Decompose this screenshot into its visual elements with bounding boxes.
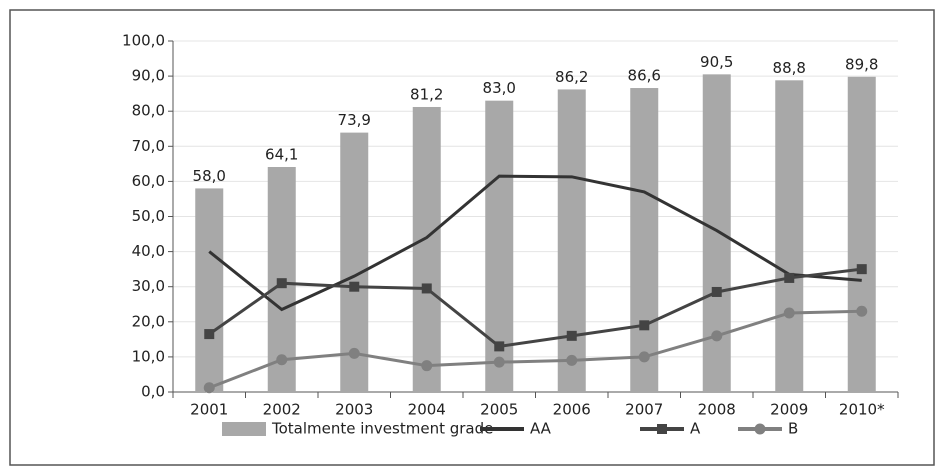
data-label: 89,8 <box>845 55 878 73</box>
bar <box>847 76 876 392</box>
data-label: 86,6 <box>628 67 661 85</box>
x-tick-label: 2008 <box>698 401 736 419</box>
marker <box>856 264 867 275</box>
line <box>208 267 862 348</box>
x-tick-label: 2001 <box>190 401 228 419</box>
data-label: 81,2 <box>410 85 443 103</box>
line <box>208 309 862 390</box>
marker <box>638 351 650 363</box>
bar <box>557 89 586 393</box>
x-tick-label: 2004 <box>408 401 446 419</box>
y-tick-label: 80,0 <box>132 102 165 120</box>
marker <box>711 286 722 297</box>
y-tick-label: 20,0 <box>132 312 165 330</box>
legend-swatch <box>222 422 266 436</box>
marker <box>421 360 433 372</box>
marker <box>856 305 868 317</box>
bar <box>702 74 731 392</box>
y-tick-label: 30,0 <box>132 277 165 295</box>
bar <box>195 188 224 392</box>
x-tick-label: 2002 <box>263 401 301 419</box>
data-label: 64,1 <box>265 146 298 164</box>
y-tick-label: 100,0 <box>122 32 165 50</box>
y-tick-label: 50,0 <box>132 207 165 225</box>
legend-label: Totalmente investment grade <box>271 420 493 438</box>
x-tick-label: 2006 <box>553 401 591 419</box>
bar <box>775 80 804 392</box>
y-tick-label: 60,0 <box>132 172 165 190</box>
marker <box>494 341 505 352</box>
legend-label: A <box>690 420 701 438</box>
x-tick-label: 2007 <box>625 401 663 419</box>
data-label: 86,2 <box>555 68 588 86</box>
legend-label: B <box>788 420 798 438</box>
marker <box>566 330 577 341</box>
legend-marker <box>754 423 766 435</box>
marker <box>493 356 505 368</box>
bar <box>412 106 441 392</box>
y-tick-label: 40,0 <box>132 242 165 260</box>
data-label: 73,9 <box>338 111 371 129</box>
marker <box>783 307 795 319</box>
x-tick-label: 2003 <box>335 401 373 419</box>
y-tick-label: 0,0 <box>141 383 165 401</box>
bar <box>630 88 659 392</box>
data-label: 58,0 <box>193 167 226 185</box>
data-label: 90,5 <box>700 53 733 71</box>
marker <box>711 330 723 342</box>
line <box>208 174 862 312</box>
x-tick-label: 2010* <box>839 401 885 419</box>
x-tick-label: 2005 <box>480 401 518 419</box>
marker <box>566 354 578 366</box>
marker <box>276 278 287 289</box>
marker <box>204 329 215 340</box>
y-tick-label: 70,0 <box>132 137 165 155</box>
y-tick-label: 10,0 <box>132 347 165 365</box>
marker <box>349 281 360 292</box>
marker <box>639 320 650 331</box>
x-tick-label: 2009 <box>770 401 808 419</box>
marker <box>421 283 432 294</box>
marker <box>784 272 795 283</box>
legend-marker <box>657 424 667 434</box>
marker <box>203 382 215 394</box>
data-label: 83,0 <box>483 79 516 97</box>
legend-label: AA <box>530 420 552 438</box>
data-label: 88,8 <box>773 59 806 77</box>
marker <box>348 347 360 359</box>
frame <box>9 9 935 466</box>
y-tick-label: 90,0 <box>132 67 165 85</box>
marker <box>276 354 288 366</box>
